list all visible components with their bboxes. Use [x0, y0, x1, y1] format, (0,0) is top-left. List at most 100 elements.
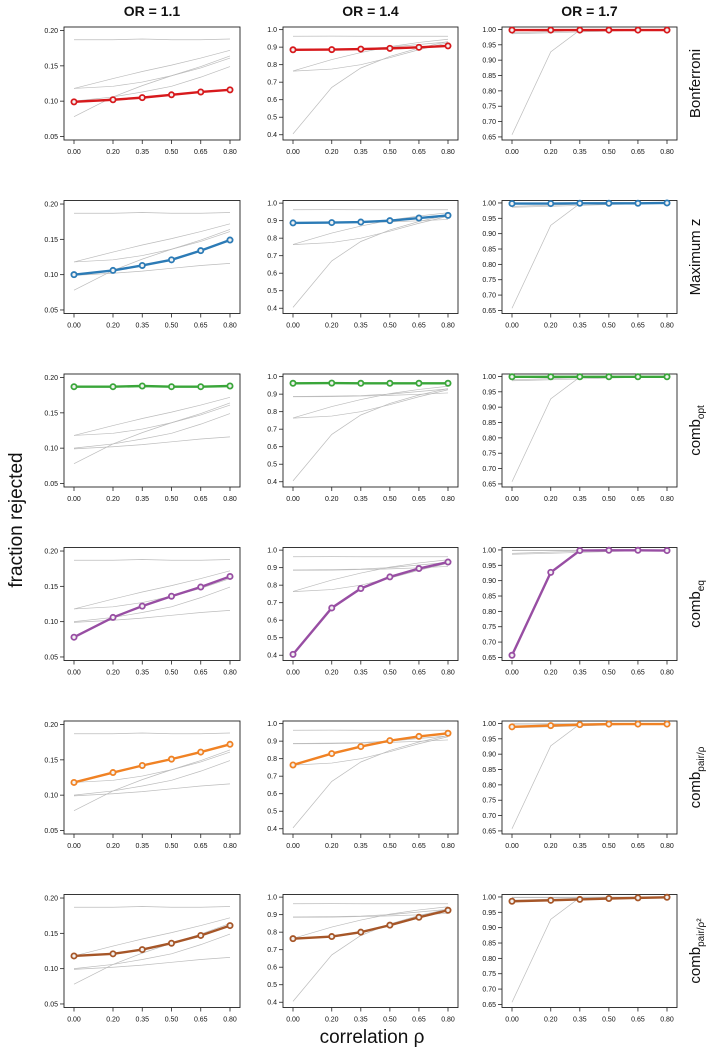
data-point: [329, 934, 334, 939]
data-point: [227, 742, 232, 747]
row-label-main: comb: [687, 947, 704, 984]
y-tick-label: 0.4: [267, 653, 277, 660]
x-tick-label: 0.50: [383, 670, 397, 677]
data-point: [227, 574, 232, 579]
x-tick-label: 0.50: [602, 149, 616, 156]
x-tick-label: 0.65: [631, 149, 645, 156]
data-point: [140, 604, 145, 609]
y-tick-label: 0.20: [44, 375, 58, 382]
row-label-sub: opt: [696, 405, 707, 419]
data-point: [71, 272, 76, 277]
x-tick-label: 0.65: [194, 670, 208, 677]
data-point: [290, 936, 295, 941]
y-tick-label: 0.6: [267, 271, 277, 278]
data-point: [548, 570, 553, 575]
x-tick-label: 0.00: [286, 496, 300, 503]
plot-frame: [502, 374, 677, 487]
x-tick-label: 0.20: [106, 843, 120, 850]
data-point: [71, 780, 76, 785]
y-tick-label: 0.90: [482, 405, 496, 412]
y-tick-label: 0.5: [267, 982, 277, 989]
data-point: [577, 27, 582, 32]
y-tick-label: 0.5: [267, 809, 277, 816]
data-point: [71, 953, 76, 958]
x-tick-label: 0.35: [135, 843, 149, 850]
y-tick-label: 0.10: [44, 793, 58, 800]
plot-frame: [502, 201, 677, 314]
x-tick-label: 0.20: [544, 496, 558, 503]
data-point: [606, 896, 611, 901]
y-tick-label: 0.65: [482, 1002, 496, 1009]
y-tick-label: 0.10: [44, 966, 58, 973]
data-point: [358, 586, 363, 591]
data-point: [169, 384, 174, 389]
x-tick-label: 0.20: [544, 843, 558, 850]
x-tick-label: 0.80: [441, 149, 455, 156]
x-tick-label: 0.65: [194, 496, 208, 503]
y-tick-label: 0.10: [44, 446, 58, 453]
x-tick-label: 0.80: [660, 149, 674, 156]
x-tick-label: 0.00: [67, 496, 81, 503]
y-tick-label: 0.8: [267, 62, 277, 69]
y-tick-label: 0.4: [267, 306, 277, 313]
row-label-3: combopt: [687, 405, 707, 456]
x-tick-label: 0.35: [354, 323, 368, 330]
x-tick-label: 0.35: [573, 1017, 587, 1024]
row-label-sub: eq: [696, 580, 707, 591]
x-tick-label: 0.80: [223, 1017, 237, 1024]
y-tick-label: 0.8: [267, 930, 277, 937]
x-tick-label: 0.35: [135, 149, 149, 156]
y-tick-label: 0.05: [44, 307, 58, 314]
x-tick-label: 0.20: [544, 149, 558, 156]
data-point: [198, 584, 203, 589]
y-tick-label: 0.80: [482, 956, 496, 963]
data-point: [509, 201, 514, 206]
x-tick-label: 0.20: [544, 1017, 558, 1024]
y-tick-label: 0.85: [482, 73, 496, 80]
y-tick-label: 0.20: [44, 202, 58, 209]
x-tick-label: 0.50: [383, 496, 397, 503]
data-point: [358, 381, 363, 386]
x-tick-label: 0.50: [602, 496, 616, 503]
y-tick-label: 0.15: [44, 757, 58, 764]
data-point: [445, 908, 450, 913]
x-tick-label: 0.20: [106, 496, 120, 503]
y-tick-label: 0.9: [267, 45, 277, 52]
data-point: [198, 248, 203, 253]
x-tick-label: 0.65: [412, 323, 426, 330]
y-tick-label: 0.8: [267, 756, 277, 763]
y-tick-label: 0.80: [482, 782, 496, 789]
data-point: [71, 635, 76, 640]
row-label-main: Maximum z: [687, 219, 704, 296]
data-point: [358, 744, 363, 749]
data-point: [140, 263, 145, 268]
y-tick-label: 0.15: [44, 63, 58, 70]
y-tick-label: 1.00: [482, 27, 496, 34]
data-point: [290, 47, 295, 52]
plot-frame: [283, 374, 458, 487]
row-label-2: Maximum z: [687, 219, 704, 296]
data-point: [509, 653, 514, 658]
y-tick-label: 0.85: [482, 420, 496, 427]
data-point: [290, 652, 295, 657]
x-tick-label: 0.65: [631, 843, 645, 850]
y-tick-label: 0.15: [44, 410, 58, 417]
data-point: [548, 898, 553, 903]
y-tick-label: 0.9: [267, 912, 277, 919]
data-point: [509, 27, 514, 32]
y-tick-label: 0.75: [482, 624, 496, 631]
data-point: [635, 721, 640, 726]
x-tick-label: 0.50: [602, 670, 616, 677]
y-tick-label: 0.5: [267, 462, 277, 469]
x-tick-label: 0.50: [602, 1017, 616, 1024]
x-tick-label: 0.80: [223, 843, 237, 850]
plot-frame: [502, 721, 677, 834]
data-point: [416, 734, 421, 739]
y-tick-label: 0.90: [482, 752, 496, 759]
data-point: [635, 201, 640, 206]
y-tick-label: 1.00: [482, 894, 496, 901]
